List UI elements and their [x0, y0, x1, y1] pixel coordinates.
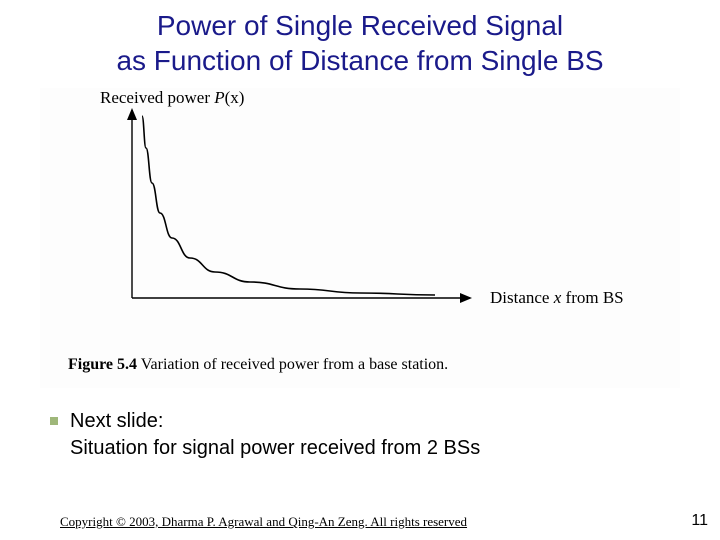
- page-number: 11: [691, 512, 708, 530]
- title-line-1: Power of Single Received Signal: [157, 10, 563, 41]
- power-distance-chart: [40, 88, 680, 348]
- xlabel-prefix: Distance: [490, 288, 554, 307]
- figure-caption: Figure 5.4 Variation of received power f…: [68, 356, 448, 374]
- bullet-icon: [50, 417, 58, 425]
- caption-number: Figure 5.4: [68, 356, 137, 373]
- title-line-2: as Function of Distance from Single BS: [116, 45, 603, 76]
- bullet-line-2: Situation for signal power received from…: [70, 437, 480, 459]
- bullet-block: Next slide: Situation for signal power r…: [50, 408, 670, 462]
- copyright-footer: Copyright © 2003, Dharma P. Agrawal and …: [60, 514, 467, 530]
- caption-text: Variation of received power from a base …: [137, 356, 448, 373]
- ylabel-arg: (x): [225, 88, 245, 107]
- ylabel-var: P: [214, 88, 224, 107]
- xlabel-suffix: from BS: [561, 288, 623, 307]
- bullet-line-1: Next slide:: [70, 410, 163, 432]
- y-axis-label: Received power P(x): [100, 88, 244, 108]
- slide-title: Power of Single Received Signal as Funct…: [0, 0, 720, 78]
- ylabel-prefix: Received power: [100, 88, 214, 107]
- figure-area: Received power P(x) Distance x from BS F…: [40, 88, 680, 388]
- x-axis-label: Distance x from BS: [490, 288, 624, 308]
